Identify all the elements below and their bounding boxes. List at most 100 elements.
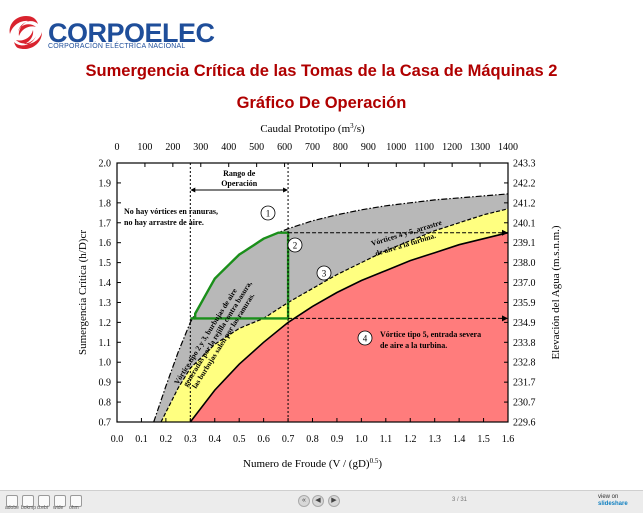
range-arrowhead-left [190, 187, 196, 193]
y2-tick-label: 240.1 [513, 218, 536, 229]
logo-subtitle: CORPORACIÓN ELÉCTRICA NACIONAL [48, 43, 186, 50]
x-tick-label: 0.3 [184, 434, 197, 445]
y-tick-label: 1.2 [99, 318, 112, 329]
zone-2-number: 2 [293, 241, 298, 251]
y-tick-label: 1.9 [99, 178, 112, 189]
top-tick-label: 800 [333, 142, 348, 153]
x-tick-label: 0.5 [233, 434, 246, 445]
y2-tick-label: 243.3 [513, 159, 536, 170]
upper-curve [153, 193, 509, 423]
arrowhead-lower [502, 315, 508, 322]
y2-tick-label: 237.0 [513, 278, 536, 289]
lower-curve [189, 231, 509, 423]
brand-line1: view on [598, 494, 619, 500]
operation-range-box [193, 231, 290, 320]
y-tick-label: 1.3 [99, 298, 112, 309]
y2-tick-label: 239.1 [513, 238, 536, 249]
y-tick-label: 1.6 [99, 238, 112, 249]
y-tick-label: 1.5 [99, 258, 112, 269]
x-tick-label: 1.3 [428, 434, 441, 445]
x-tick-label: 0.7 [282, 434, 295, 445]
page-indicator: 3 / 31 [452, 497, 468, 503]
top-tick-label: 400 [221, 142, 236, 153]
nav-first-button[interactable]: « [298, 495, 310, 507]
zone-2-gray-area [153, 193, 508, 422]
top-tick-label: 0 [115, 142, 120, 153]
top-tick-label: 1400 [498, 142, 518, 153]
range-arrowhead-right [283, 187, 289, 193]
y2-tick-label: 229.6 [513, 418, 536, 429]
nav-prev-button[interactable]: ◀ [312, 495, 324, 507]
rango-label-line1: Rango de [223, 169, 256, 178]
zone-4-number: 4 [363, 334, 368, 344]
zone-4-text-line2: de aire a la turbina. [380, 341, 447, 350]
top-tick-label: 700 [305, 142, 320, 153]
zone-3-circle [316, 265, 332, 281]
logo-name: CORPOELEC [48, 18, 215, 48]
x-tick-label: 0.9 [331, 434, 344, 445]
top-tick-label: 900 [361, 142, 376, 153]
zone-1-text-line2: no hay arrastre de aire. [124, 218, 204, 227]
y-tick-label: 0.9 [99, 378, 112, 389]
zone-4-circle [357, 330, 373, 346]
top-tick-label: 1000 [386, 142, 406, 153]
slide-title: Sumergencia Crítica de las Tomas de la C… [85, 62, 558, 80]
top-tick-label: 1300 [470, 142, 490, 153]
logo-swirl-icon [9, 16, 42, 50]
y-axis-label: Sumergencia Crítica (h/D)cr [77, 230, 89, 355]
y2-tick-label: 233.8 [513, 338, 536, 349]
y2-tick-label: 230.7 [513, 398, 536, 409]
middle-curve [160, 208, 509, 423]
help-icon[interactable] [70, 495, 82, 507]
zone-1-circle [260, 205, 276, 221]
toolbar-label: d.ebi [37, 505, 48, 511]
x-tick-label: 0.6 [257, 434, 270, 445]
y-tick-label: 0.7 [99, 418, 112, 429]
top-tick-label: 1200 [442, 142, 462, 153]
x-tick-label: 1.4 [453, 434, 466, 445]
bookmark-icon[interactable] [22, 495, 34, 507]
zone-1-number: 1 [266, 209, 271, 219]
y2-tick-label: 242.2 [513, 178, 536, 189]
x-tick-label: 1.2 [404, 434, 417, 445]
zone-4-text-line1: Vórtice tipo 5, entrada severa [380, 330, 481, 339]
corpoelec-logo: CORPOELEC CORPORACIÓN ELÉCTRICA NACIONAL [6, 10, 215, 54]
y-tick-label: 2.0 [99, 159, 112, 170]
zone-3-number: 3 [322, 269, 327, 279]
y2-tick-label: 238.0 [513, 258, 536, 269]
x-tick-label: 0.1 [135, 434, 148, 445]
x-tick-label: 1.6 [502, 434, 515, 445]
x-tick-label: 0.8 [306, 434, 319, 445]
toolbar-label: wide [53, 505, 64, 511]
x-axis-label: Numero de Froude (V / (gD)0.5) [243, 457, 382, 470]
top-tick-label: 600 [277, 142, 292, 153]
zone-1-text-line1: No hay vórtices en ranuras, [124, 207, 218, 216]
y-tick-label: 0.8 [99, 398, 112, 409]
zone-3-yellow-area [161, 208, 508, 422]
toolbar-label: adobe [5, 505, 19, 511]
top-tick-label: 200 [165, 142, 180, 153]
x-tick-label: 1.0 [355, 434, 368, 445]
y-tick-label: 1.1 [99, 338, 112, 349]
grid-icon[interactable] [54, 495, 66, 507]
y-tick-label: 1.0 [99, 358, 112, 369]
zone-2-circle [287, 237, 303, 253]
y2-tick-label: 231.7 [513, 378, 536, 389]
top-tick-label: 1100 [414, 142, 434, 153]
y-tick-label: 1.8 [99, 198, 112, 209]
slideshare-brand[interactable]: view on slideshare [598, 494, 628, 508]
zone-4-red-area [190, 232, 509, 422]
notes-icon[interactable] [38, 495, 50, 507]
top-axis-label: Caudal Prototipo (m3/s) [260, 122, 365, 135]
y2-tick-label: 241.2 [513, 198, 536, 209]
top-tick-label: 300 [193, 142, 208, 153]
first-slide-icon[interactable] [6, 495, 18, 507]
y2-tick-label: 232.8 [513, 358, 536, 369]
x-tick-label: 0.0 [111, 434, 124, 445]
rango-label-line2: Operación [221, 179, 258, 188]
x-tick-label: 0.4 [209, 434, 222, 445]
arrowhead-upper [502, 229, 508, 236]
y2-axis-label: Elevación del Agua (m.s.n.m.) [550, 225, 562, 359]
nav-next-button[interactable]: ▶ [328, 495, 340, 507]
y-tick-label: 1.4 [99, 278, 112, 289]
